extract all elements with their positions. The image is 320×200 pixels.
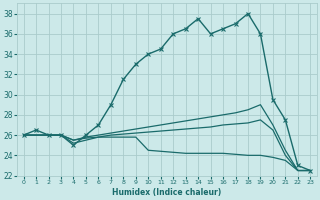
X-axis label: Humidex (Indice chaleur): Humidex (Indice chaleur) xyxy=(112,188,221,197)
